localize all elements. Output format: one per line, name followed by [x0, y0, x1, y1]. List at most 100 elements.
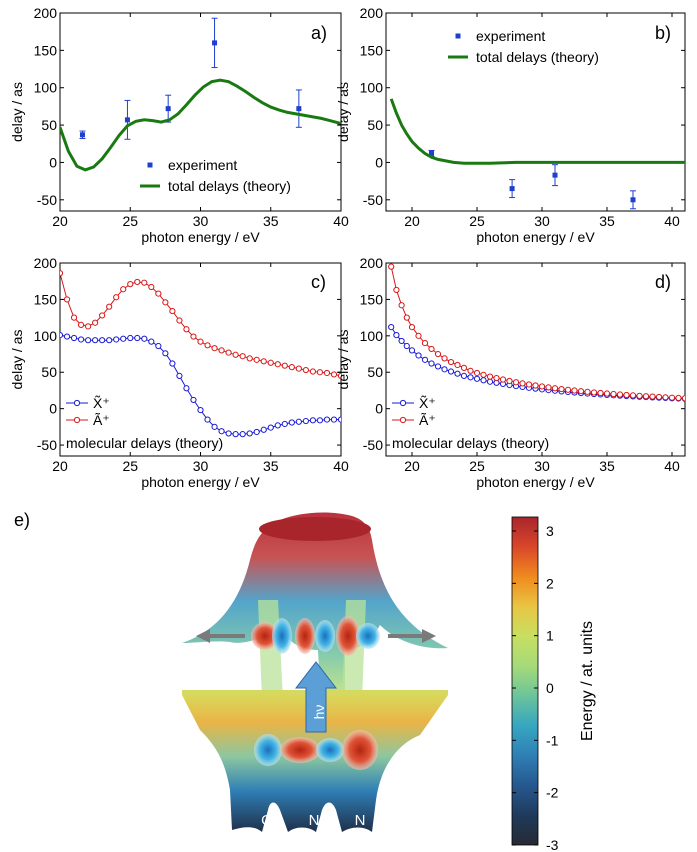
data-point	[460, 364, 468, 371]
x-axis-label: photon energy / eV	[476, 229, 595, 245]
data-point	[288, 419, 295, 426]
series	[428, 149, 636, 210]
data-point	[636, 392, 643, 399]
data-point	[302, 366, 309, 374]
x-tick-label: 25	[469, 458, 485, 474]
data-point	[267, 359, 274, 366]
legend-label: Ã⁺	[419, 412, 436, 428]
data-point	[330, 371, 338, 378]
panel-e: e) hν	[14, 510, 596, 852]
data-point	[190, 396, 197, 404]
series-line	[390, 266, 685, 399]
legend-marker	[147, 162, 153, 168]
data-point	[499, 376, 507, 383]
data-point	[85, 337, 92, 344]
y-tick-label: 50	[41, 364, 57, 380]
data-point	[246, 430, 253, 437]
series	[60, 332, 341, 438]
data-point	[225, 430, 232, 437]
legend-label: total delays (theory)	[476, 49, 599, 65]
orbital-lobe-red	[280, 737, 320, 763]
data-point	[649, 393, 656, 400]
colorbar-tick-label: 0	[546, 680, 554, 696]
y-tick-label: -50	[363, 192, 383, 208]
data-point	[428, 360, 435, 367]
upper-potential-surface	[182, 512, 448, 690]
legend-label: experiment	[476, 28, 545, 44]
data-point	[60, 332, 64, 339]
data-point	[630, 197, 636, 203]
chart-panel-b: 20 25 30 35 40 -50 0 50 100 150 200 photon energy /…	[335, 5, 686, 245]
x-tick-label: 40	[664, 213, 680, 229]
legend-marker	[455, 33, 461, 39]
data-point	[99, 312, 106, 319]
data-point	[538, 383, 546, 390]
data-point	[558, 385, 565, 393]
data-point	[281, 362, 288, 369]
ionized-orbital	[251, 616, 380, 656]
chart-annotation: molecular delays (theory)	[392, 435, 549, 451]
y-tick-label: 150	[360, 42, 384, 58]
data-point	[77, 336, 85, 343]
panel-label: b)	[655, 23, 671, 43]
panel-label: c)	[311, 272, 326, 292]
y-tick-label: 100	[34, 328, 58, 344]
data-point	[493, 374, 500, 382]
y-tick-label: -50	[37, 192, 57, 208]
chart-panel-c: 20 25 30 35 40 -50 0 50 100 150 200 photon energy /…	[9, 255, 349, 490]
data-point	[447, 358, 455, 366]
legend: experiment total delays (theory)	[448, 28, 599, 65]
x-tick-label: 35	[263, 458, 279, 474]
y-axis-label: delay / as	[9, 330, 25, 390]
data-point	[403, 314, 410, 321]
legend: experiment total delays (theory)	[140, 157, 291, 194]
data-point	[545, 384, 552, 391]
data-point	[92, 319, 99, 326]
panel-label: d)	[655, 272, 671, 292]
plot-area	[389, 98, 685, 210]
y-axis-label: delay / as	[335, 82, 351, 142]
chart-annotation: molecular delays (theory)	[66, 435, 223, 451]
data-point	[668, 394, 676, 401]
data-point	[309, 417, 316, 424]
data-point	[532, 382, 539, 389]
data-point	[169, 360, 176, 367]
data-point	[176, 372, 183, 379]
atom-label-o: O	[261, 812, 273, 829]
data-point	[571, 387, 578, 394]
data-point	[197, 338, 204, 345]
data-point	[225, 349, 232, 356]
y-tick-label: 150	[360, 291, 384, 307]
data-point	[441, 366, 448, 373]
data-point	[467, 367, 474, 374]
data-point	[302, 417, 309, 425]
data-point	[584, 388, 591, 395]
colorbar-tick-label: 2	[546, 575, 554, 591]
legend-label: X̃⁺	[419, 395, 436, 411]
data-point	[120, 286, 127, 293]
data-point	[642, 393, 650, 400]
series	[79, 17, 302, 140]
data-point	[295, 365, 302, 372]
data-point	[183, 326, 190, 333]
axes-frame	[385, 262, 686, 457]
data-point	[486, 378, 494, 385]
data-point	[552, 172, 558, 178]
orbital-lobe-red	[251, 622, 279, 650]
axes-frame	[385, 12, 686, 212]
data-point	[296, 106, 302, 112]
panel-label: a)	[311, 23, 327, 43]
colorbar-tick-label: -1	[546, 732, 559, 748]
legend: X̃⁺Ã⁺	[392, 395, 436, 428]
data-point	[337, 416, 341, 423]
data-point	[212, 40, 218, 46]
panel-e-label: e)	[14, 510, 30, 530]
data-point	[421, 356, 429, 363]
series-line	[60, 273, 341, 377]
y-tick-label: -50	[363, 437, 383, 453]
data-point	[551, 385, 559, 392]
data-point	[398, 337, 405, 345]
data-point	[127, 334, 134, 342]
data-point	[421, 340, 429, 347]
x-axis-label: photon energy / eV	[476, 474, 595, 490]
